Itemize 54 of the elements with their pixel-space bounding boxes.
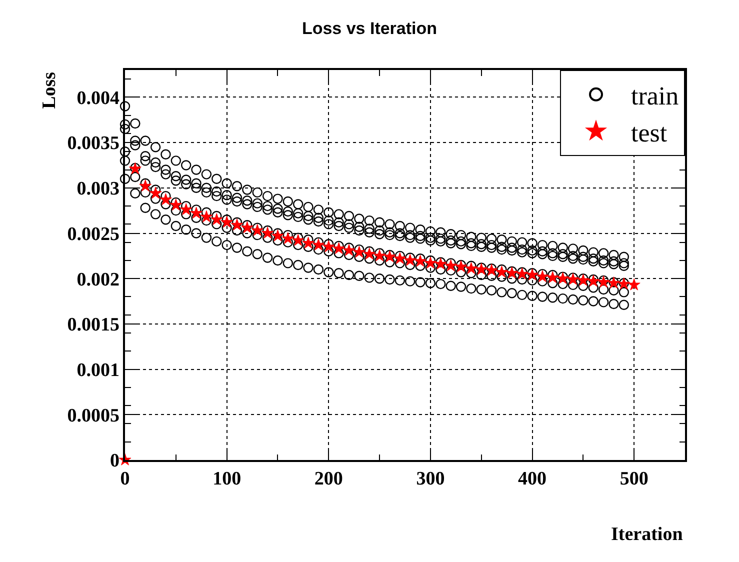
point bbox=[149, 186, 162, 199]
y-tick-label: 0.0035 bbox=[67, 133, 120, 154]
point bbox=[261, 226, 274, 239]
chart-title: Loss vs Iteration bbox=[302, 19, 438, 38]
x-tick-label: 500 bbox=[620, 468, 648, 490]
legend-label: test bbox=[631, 118, 668, 148]
point bbox=[190, 206, 203, 219]
point bbox=[363, 248, 376, 260]
point bbox=[312, 238, 325, 250]
point bbox=[464, 262, 478, 274]
point bbox=[332, 242, 346, 254]
point bbox=[159, 193, 172, 206]
point bbox=[404, 254, 416, 266]
point bbox=[251, 224, 264, 236]
point bbox=[180, 203, 192, 216]
point bbox=[536, 270, 549, 282]
point bbox=[394, 252, 406, 264]
x-tick-label: 300 bbox=[416, 468, 445, 490]
point bbox=[292, 234, 304, 246]
y-tick-label: 0 bbox=[110, 450, 120, 472]
point bbox=[220, 216, 234, 228]
point bbox=[139, 180, 152, 192]
y-tick-label: 0.003 bbox=[76, 178, 120, 200]
point bbox=[444, 259, 458, 272]
point bbox=[322, 240, 335, 252]
point bbox=[302, 236, 315, 249]
point bbox=[230, 218, 244, 230]
point bbox=[342, 244, 356, 256]
y-tick-label: 0.0005 bbox=[67, 405, 120, 426]
y-tick-label: 0.0015 bbox=[67, 314, 120, 336]
x-tick-label: 400 bbox=[518, 468, 547, 490]
y-axis-title: Loss bbox=[38, 72, 60, 109]
x-tick-label: 200 bbox=[314, 468, 343, 490]
point bbox=[373, 249, 386, 262]
y-tick-label: 0.004 bbox=[76, 88, 120, 109]
y-tick-label: 0.001 bbox=[76, 360, 120, 381]
y-tick-label: 0.0025 bbox=[67, 224, 120, 245]
legend-label: train bbox=[631, 82, 679, 111]
point bbox=[240, 221, 254, 234]
point bbox=[414, 254, 427, 267]
point bbox=[200, 210, 213, 222]
y-tick-label: 0.002 bbox=[76, 269, 120, 290]
point bbox=[424, 256, 437, 269]
point bbox=[628, 278, 640, 290]
point bbox=[282, 232, 294, 244]
point bbox=[506, 266, 518, 279]
x-tick-label: 100 bbox=[212, 468, 242, 490]
point bbox=[271, 229, 284, 242]
point bbox=[352, 246, 366, 258]
x-axis-title: Iteration bbox=[611, 524, 684, 545]
point bbox=[495, 266, 508, 278]
point bbox=[170, 198, 182, 210]
point bbox=[210, 213, 223, 225]
point bbox=[546, 271, 559, 284]
